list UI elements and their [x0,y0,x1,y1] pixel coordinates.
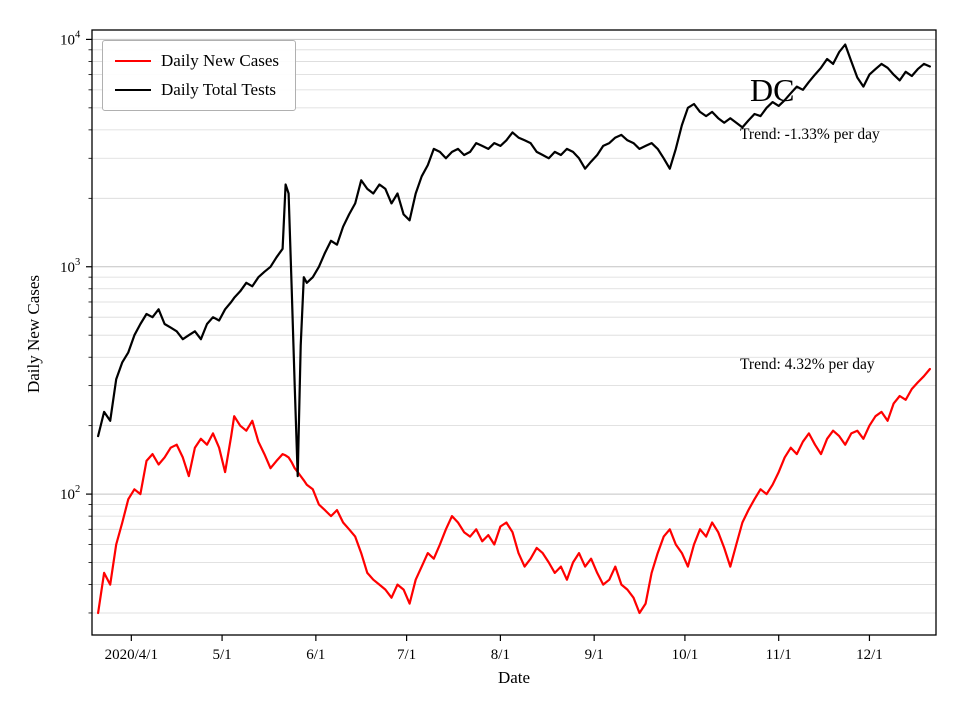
state-label: DC [750,72,795,108]
svg-text:103: 103 [60,257,80,276]
red-line-swatch-icon [115,60,151,62]
legend-item-daily-new-cases: Daily New Cases [115,51,279,71]
legend-label-daily-new-cases: Daily New Cases [161,51,280,70]
svg-text:9/1: 9/1 [585,647,604,663]
svg-text:12/1: 12/1 [856,647,883,663]
svg-text:2020/4/1: 2020/4/1 [105,647,158,663]
trend-cases-annotation: Trend: 4.32% per day [740,356,875,373]
svg-text:104: 104 [60,29,81,48]
legend-item-daily-total-tests: Daily Total Tests [115,80,279,100]
legend: Daily New Cases Daily Total Tests [102,40,297,111]
svg-text:11/1: 11/1 [766,647,792,663]
trend-tests-annotation: Trend: -1.33% per day [740,126,880,143]
svg-text:6/1: 6/1 [306,647,325,663]
svg-text:10/1: 10/1 [672,647,699,663]
svg-text:102: 102 [60,484,80,503]
legend-label-daily-total-tests: Daily Total Tests [161,80,277,99]
x-axis-label: Date [497,668,531,687]
svg-text:8/1: 8/1 [491,647,510,663]
y-axis-label: Daily New Cases [24,274,43,394]
svg-text:5/1: 5/1 [212,647,231,663]
black-line-swatch-icon [115,89,151,91]
svg-text:7/1: 7/1 [397,647,416,663]
